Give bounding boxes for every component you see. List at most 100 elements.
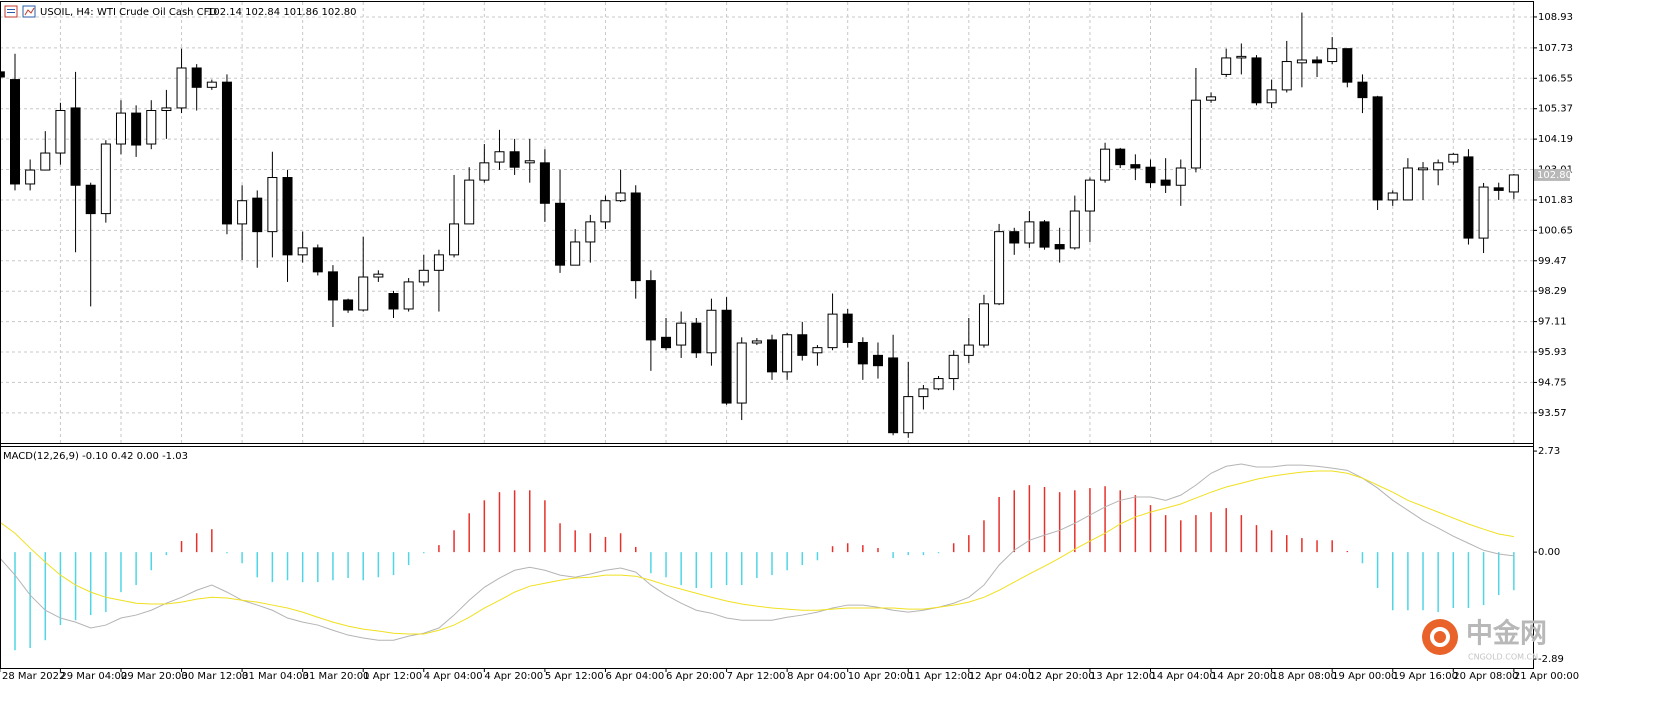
candle-body bbox=[1448, 153, 1459, 163]
candle-body bbox=[433, 254, 444, 271]
candle-body bbox=[237, 200, 248, 225]
y-tick-label: 108.93 bbox=[1538, 12, 1573, 23]
candle-body bbox=[191, 67, 202, 88]
candle-body bbox=[1206, 96, 1217, 101]
candle-body bbox=[449, 223, 460, 256]
candle-body bbox=[751, 340, 762, 344]
candle-body bbox=[85, 184, 96, 215]
candle-body bbox=[615, 192, 626, 202]
candle-body bbox=[1312, 59, 1323, 64]
candle-body bbox=[327, 271, 338, 301]
candle-body bbox=[25, 169, 36, 185]
candle-body bbox=[782, 334, 793, 373]
candle-body bbox=[494, 151, 505, 163]
candle-body bbox=[1418, 167, 1429, 171]
candle-body bbox=[948, 354, 959, 380]
icon bbox=[24, 7, 35, 16]
candle-body bbox=[570, 241, 581, 266]
x-tick-label: 29 Mar 20:00 bbox=[121, 671, 188, 682]
candle-body bbox=[1084, 179, 1095, 212]
candle-body bbox=[146, 110, 157, 145]
candle-body bbox=[1402, 167, 1413, 201]
candle-body bbox=[297, 247, 308, 256]
x-tick-label: 28 Mar 2022 bbox=[2, 671, 65, 682]
candle-body bbox=[978, 303, 989, 346]
candle-body bbox=[509, 151, 520, 168]
x-tick-label: 11 Apr 12:00 bbox=[908, 671, 973, 682]
x-tick-label: 29 Mar 04:00 bbox=[60, 671, 127, 682]
x-tick-label: 6 Apr 20:00 bbox=[666, 671, 725, 682]
candle-body bbox=[282, 177, 293, 256]
signal-line bbox=[0, 470, 1514, 635]
x-tick-label: 19 Apr 00:00 bbox=[1332, 671, 1397, 682]
y-tick-label: 95.93 bbox=[1538, 347, 1567, 358]
candle-body bbox=[100, 143, 111, 215]
candle-body bbox=[10, 79, 20, 185]
candle-layer bbox=[0, 12, 1519, 438]
y-tick-label: 105.37 bbox=[1538, 104, 1573, 115]
x-tick-label: 20 Apr 08:00 bbox=[1453, 671, 1518, 682]
macd-title: MACD(12,26,9) -0.10 0.42 0.00 -1.03 bbox=[3, 451, 188, 462]
candle-body bbox=[1387, 192, 1398, 201]
candle-body bbox=[115, 112, 126, 145]
candle-body bbox=[1160, 179, 1171, 186]
candle-body bbox=[872, 354, 883, 367]
y-tick-label: 94.75 bbox=[1538, 377, 1567, 388]
candle-body bbox=[1372, 96, 1383, 201]
y-tick-label: 106.55 bbox=[1538, 73, 1573, 84]
candle-body bbox=[1463, 156, 1474, 239]
candle-body bbox=[706, 309, 717, 354]
x-tick-label: 8 Apr 04:00 bbox=[787, 671, 846, 682]
candle-body bbox=[918, 388, 929, 398]
candle-body bbox=[691, 322, 702, 354]
candle-body bbox=[1296, 59, 1307, 64]
y-tick-label: 2.73 bbox=[1538, 446, 1560, 457]
candle-body bbox=[206, 81, 217, 88]
candle-body bbox=[933, 378, 944, 390]
candle-body bbox=[903, 396, 914, 434]
x-tick-label: 18 Apr 08:00 bbox=[1272, 671, 1337, 682]
candle-body bbox=[1478, 186, 1489, 239]
x-tick-label: 5 Apr 12:00 bbox=[545, 671, 604, 682]
candle-body bbox=[1115, 148, 1126, 166]
x-tick-label: 7 Apr 12:00 bbox=[727, 671, 786, 682]
ohlc-text: 102.14 102.84 101.86 102.80 bbox=[207, 7, 357, 18]
candle-body bbox=[524, 160, 535, 164]
y-tick-label: 100.65 bbox=[1538, 225, 1573, 236]
candle-body bbox=[176, 67, 187, 109]
candle-body bbox=[1069, 210, 1080, 249]
candle-body bbox=[0, 71, 5, 78]
candle-body bbox=[736, 342, 747, 404]
x-tick-label: 14 Apr 04:00 bbox=[1151, 671, 1216, 682]
candle-body bbox=[358, 276, 369, 311]
axis-layer: 108.93107.73106.55105.37104.19103.01101.… bbox=[0, 12, 1579, 682]
x-tick-label: 4 Apr 20:00 bbox=[484, 671, 543, 682]
candle-body bbox=[1493, 187, 1504, 191]
candle-body bbox=[1039, 221, 1050, 248]
candle-body bbox=[661, 336, 672, 349]
watermark-logo bbox=[1430, 627, 1450, 647]
x-tick-label: 6 Apr 04:00 bbox=[605, 671, 664, 682]
candle-body bbox=[1009, 231, 1020, 244]
candle-body bbox=[1236, 55, 1247, 59]
candle-body bbox=[676, 322, 687, 346]
candle-body bbox=[1327, 48, 1338, 63]
symbol: USOIL, H4: bbox=[40, 7, 94, 18]
x-tick-label: 10 Apr 20:00 bbox=[848, 671, 913, 682]
candle-body bbox=[555, 202, 566, 266]
y-tick-label: 107.73 bbox=[1538, 43, 1573, 54]
watermark-site: CNGOLD.COM.CN bbox=[1468, 653, 1538, 662]
y-tick-label: 101.83 bbox=[1538, 195, 1573, 206]
x-tick-label: 31 Mar 04:00 bbox=[242, 671, 309, 682]
candle-body bbox=[630, 192, 641, 282]
candle-body bbox=[343, 299, 354, 311]
candle-body bbox=[418, 269, 429, 283]
candle-body bbox=[721, 309, 732, 404]
candle-body bbox=[1100, 148, 1111, 181]
x-tick-label: 14 Apr 20:00 bbox=[1211, 671, 1276, 682]
candle-body bbox=[70, 107, 81, 186]
x-tick-label: 12 Apr 20:00 bbox=[1029, 671, 1094, 682]
y-tick-label: 93.57 bbox=[1538, 408, 1567, 419]
candle-body bbox=[1221, 57, 1232, 75]
